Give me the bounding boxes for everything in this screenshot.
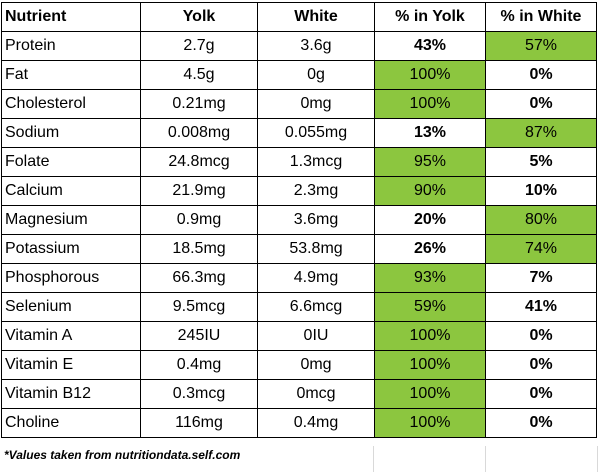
table-row: Folate 24.8mcg 1.3mcg 95% 5% [1, 147, 597, 177]
cell-white: 0.055mg [257, 118, 375, 148]
cell-white: 0mg [257, 350, 375, 380]
cell-pct-white: 74% [485, 234, 597, 264]
cell-yolk: 9.5mcg [140, 292, 258, 322]
cell-white: 0g [257, 60, 375, 90]
table-row: Potassium 18.5mg 53.8mg 26% 74% [1, 234, 597, 264]
cell-nutrient: Vitamin B12 [1, 379, 141, 409]
cell-nutrient: Sodium [1, 118, 141, 148]
cell-pct-yolk: 59% [374, 292, 486, 322]
header-white: White [257, 2, 375, 32]
cell-pct-yolk: 100% [374, 321, 486, 351]
cell-white: 4.9mg [257, 263, 375, 293]
cell-nutrient: Fat [1, 60, 141, 90]
cell-pct-yolk: 43% [374, 31, 486, 61]
table-row: Sodium 0.008mg 0.055mg 13% 87% [1, 118, 597, 148]
table-row: Cholesterol 0.21mg 0mg 100% 0% [1, 89, 597, 119]
cell-yolk: 2.7g [140, 31, 258, 61]
table-row: Magnesium 0.9mg 3.6mg 20% 80% [1, 205, 597, 235]
cell-nutrient: Phosphorous [1, 263, 141, 293]
cell-white: 0mg [257, 89, 375, 119]
cell-nutrient: Selenium [1, 292, 141, 322]
table-row: Vitamin B12 0.3mcg 0mcg 100% 0% [1, 379, 597, 409]
nutrient-table: Nutrient Yolk White % in Yolk % in White… [1, 2, 597, 438]
header-pct-yolk: % in Yolk [374, 2, 486, 32]
cell-pct-yolk: 100% [374, 89, 486, 119]
cell-nutrient: Cholesterol [1, 89, 141, 119]
cell-nutrient: Vitamin A [1, 321, 141, 351]
table-row: Vitamin A 245IU 0IU 100% 0% [1, 321, 597, 351]
cell-pct-white: 0% [485, 350, 597, 380]
cell-white: 0mcg [257, 379, 375, 409]
cell-nutrient: Potassium [1, 234, 141, 264]
cell-nutrient: Folate [1, 147, 141, 177]
faint-gridline [597, 446, 598, 472]
header-pct-white: % in White [485, 2, 597, 32]
cell-white: 3.6g [257, 31, 375, 61]
cell-pct-yolk: 90% [374, 176, 486, 206]
cell-pct-yolk: 100% [374, 379, 486, 409]
cell-white: 1.3mcg [257, 147, 375, 177]
cell-pct-yolk: 93% [374, 263, 486, 293]
table-row: Fat 4.5g 0g 100% 0% [1, 60, 597, 90]
cell-yolk: 4.5g [140, 60, 258, 90]
cell-pct-yolk: 100% [374, 408, 486, 438]
header-row: Nutrient Yolk White % in Yolk % in White [1, 2, 597, 32]
cell-pct-white: 0% [485, 60, 597, 90]
header-yolk: Yolk [140, 2, 258, 32]
cell-pct-white: 87% [485, 118, 597, 148]
cell-white: 0IU [257, 321, 375, 351]
table-row: Protein 2.7g 3.6g 43% 57% [1, 31, 597, 61]
table-row: Calcium 21.9mg 2.3mg 90% 10% [1, 176, 597, 206]
faint-gridline [373, 446, 374, 472]
cell-yolk: 0.3mcg [140, 379, 258, 409]
cell-nutrient: Magnesium [1, 205, 141, 235]
faint-gridline [485, 446, 486, 472]
cell-pct-white: 7% [485, 263, 597, 293]
table-body: Protein 2.7g 3.6g 43% 57% Fat 4.5g 0g 100% 0% Chol… [1, 31, 597, 438]
cell-yolk: 21.9mg [140, 176, 258, 206]
cell-white: 6.6mcg [257, 292, 375, 322]
footnote: *Values taken from nutritiondata.self.co… [4, 448, 241, 462]
cell-yolk: 0.4mg [140, 350, 258, 380]
cell-pct-white: 0% [485, 321, 597, 351]
cell-pct-yolk: 100% [374, 60, 486, 90]
cell-pct-yolk: 95% [374, 147, 486, 177]
cell-white: 0.4mg [257, 408, 375, 438]
cell-yolk: 245IU [140, 321, 258, 351]
cell-white: 3.6mg [257, 205, 375, 235]
cell-yolk: 24.8mcg [140, 147, 258, 177]
cell-nutrient: Protein [1, 31, 141, 61]
cell-yolk: 0.9mg [140, 205, 258, 235]
cell-nutrient: Calcium [1, 176, 141, 206]
cell-pct-white: 0% [485, 379, 597, 409]
cell-pct-yolk: 20% [374, 205, 486, 235]
cell-white: 53.8mg [257, 234, 375, 264]
table-row: Phosphorous 66.3mg 4.9mg 93% 7% [1, 263, 597, 293]
header-nutrient: Nutrient [1, 2, 141, 32]
cell-pct-white: 0% [485, 89, 597, 119]
cell-pct-yolk: 13% [374, 118, 486, 148]
table-row: Choline 116mg 0.4mg 100% 0% [1, 408, 597, 438]
cell-pct-white: 0% [485, 408, 597, 438]
cell-nutrient: Vitamin E [1, 350, 141, 380]
cell-yolk: 18.5mg [140, 234, 258, 264]
cell-yolk: 116mg [140, 408, 258, 438]
cell-pct-white: 80% [485, 205, 597, 235]
cell-pct-yolk: 100% [374, 350, 486, 380]
table-row: Vitamin E 0.4mg 0mg 100% 0% [1, 350, 597, 380]
cell-nutrient: Choline [1, 408, 141, 438]
cell-pct-white: 5% [485, 147, 597, 177]
cell-yolk: 0.21mg [140, 89, 258, 119]
cell-white: 2.3mg [257, 176, 375, 206]
cell-pct-white: 57% [485, 31, 597, 61]
cell-pct-white: 41% [485, 292, 597, 322]
cell-yolk: 0.008mg [140, 118, 258, 148]
table-row: Selenium 9.5mcg 6.6mcg 59% 41% [1, 292, 597, 322]
cell-yolk: 66.3mg [140, 263, 258, 293]
cell-pct-white: 10% [485, 176, 597, 206]
cell-pct-yolk: 26% [374, 234, 486, 264]
